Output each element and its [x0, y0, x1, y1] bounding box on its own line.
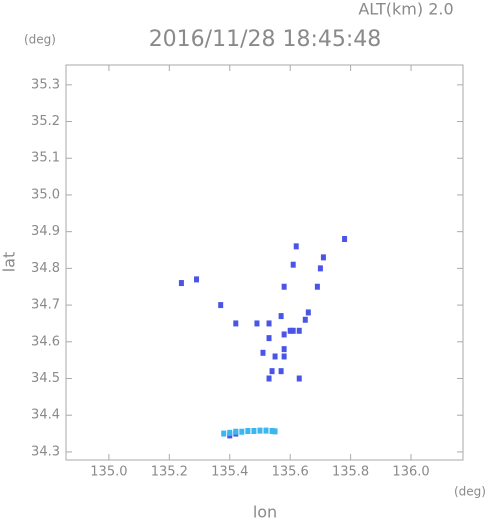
point	[272, 428, 278, 435]
point	[178, 280, 184, 287]
plot-frame	[65, 64, 464, 461]
point	[278, 368, 284, 375]
x-tick-label: 135.2	[151, 465, 188, 480]
point	[287, 327, 293, 334]
point	[233, 428, 239, 435]
point	[281, 283, 287, 290]
point	[269, 427, 275, 434]
point	[263, 427, 269, 434]
y-tick-label: 34.6	[31, 334, 60, 349]
y-tick-label: 34.3	[31, 444, 60, 459]
y-tick-label: 35.0	[31, 187, 60, 202]
x-axis-label: lon	[253, 503, 277, 521]
y-axis-label: lat	[0, 252, 19, 273]
x-unit: (deg)	[454, 485, 486, 499]
point	[245, 427, 251, 434]
point	[266, 375, 272, 382]
point	[251, 427, 257, 434]
y-tick-label: 35.3	[31, 77, 60, 92]
point	[260, 349, 266, 356]
point	[281, 331, 287, 338]
point	[317, 265, 323, 272]
point	[305, 309, 311, 316]
point	[269, 368, 275, 375]
point	[257, 427, 263, 434]
chart-subtitle: ALT(km) 2.0	[358, 0, 453, 19]
point	[227, 429, 233, 436]
y-tick-label: 34.4	[31, 408, 60, 423]
chart-title: 2016/11/28 18:45:48	[149, 27, 382, 52]
point	[266, 320, 272, 327]
point	[266, 335, 272, 342]
point	[278, 313, 284, 320]
point	[239, 428, 245, 435]
y-tick-label: 35.2	[31, 114, 60, 129]
point	[194, 276, 200, 283]
x-tick-label: 135.0	[90, 465, 127, 480]
point	[254, 320, 260, 327]
point	[290, 327, 296, 334]
x-tick-label: 136.0	[392, 465, 429, 480]
point	[302, 316, 308, 323]
point	[272, 353, 278, 360]
point	[296, 327, 302, 334]
y-unit: (deg)	[24, 33, 56, 47]
x-tick-label: 135.8	[332, 465, 369, 480]
point	[221, 430, 227, 437]
y-tick-label: 34.8	[31, 261, 60, 276]
point	[342, 236, 348, 243]
y-tick-label: 34.7	[31, 298, 60, 313]
point	[290, 261, 296, 268]
point	[218, 302, 224, 309]
y-tick-label: 34.9	[31, 224, 60, 239]
y-tick-label: 34.5	[31, 371, 60, 386]
point	[320, 254, 326, 261]
point	[281, 346, 287, 353]
point	[281, 353, 287, 360]
point	[233, 320, 239, 327]
point	[293, 243, 299, 250]
y-tick-label: 35.1	[31, 151, 60, 166]
point	[314, 283, 320, 290]
point	[296, 375, 302, 382]
x-tick-label: 135.4	[211, 465, 248, 480]
x-tick-label: 135.6	[272, 465, 309, 480]
